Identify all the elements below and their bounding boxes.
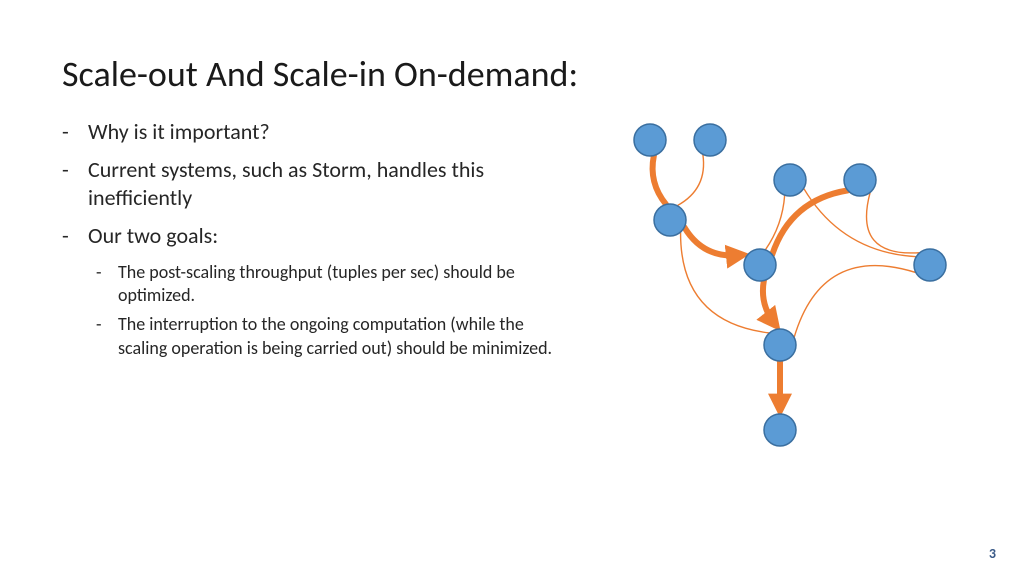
bullet-text: Our two goals:: [88, 222, 218, 250]
bullet-item: - Why is it important?: [62, 118, 562, 146]
diagram-edge: [653, 156, 667, 205]
diagram-edge: [794, 266, 916, 338]
bullet-dash: -: [62, 118, 88, 146]
bullet-dash: -: [62, 156, 88, 212]
bullet-dash: -: [96, 313, 118, 360]
diagram-node: [914, 249, 946, 281]
slide: Scale-out And Scale-in On-demand: - Why …: [0, 0, 1024, 576]
diagram-edge: [763, 281, 775, 324]
sub-bullets: - The post-scaling throughput (tuples pe…: [96, 261, 562, 361]
bullet-text: Current systems, such as Storm, handles …: [88, 156, 562, 212]
bullet-text: The interruption to the ongoing computat…: [118, 313, 562, 360]
diagram-edge: [684, 227, 740, 255]
diagram-node: [764, 329, 796, 361]
diagram-node: [764, 414, 796, 446]
bullet-text: The post-scaling throughput (tuples per …: [118, 261, 562, 308]
diagram-node: [634, 124, 666, 156]
bullet-dash: -: [62, 222, 88, 250]
bullet-dash: -: [96, 261, 118, 308]
diagram-node: [744, 249, 776, 281]
diagram-node: [844, 164, 876, 196]
bullet-item: - The interruption to the ongoing comput…: [96, 313, 562, 360]
topology-diagram: [560, 110, 990, 470]
bullet-item: - Current systems, such as Storm, handle…: [62, 156, 562, 212]
diagram-edge: [681, 232, 770, 333]
diagram-node: [694, 124, 726, 156]
diagram-edge: [677, 154, 703, 205]
diagram-node: [774, 164, 806, 196]
bullet-item: - Our two goals:: [62, 222, 562, 250]
diagram-node: [654, 204, 686, 236]
slide-body: - Why is it important? - Current systems…: [62, 118, 562, 366]
diagram-edge: [867, 192, 920, 253]
bullet-item: - The post-scaling throughput (tuples pe…: [96, 261, 562, 308]
slide-title: Scale-out And Scale-in On-demand:: [62, 52, 578, 96]
bullet-text: Why is it important?: [88, 118, 270, 146]
page-number: 3: [989, 545, 996, 562]
